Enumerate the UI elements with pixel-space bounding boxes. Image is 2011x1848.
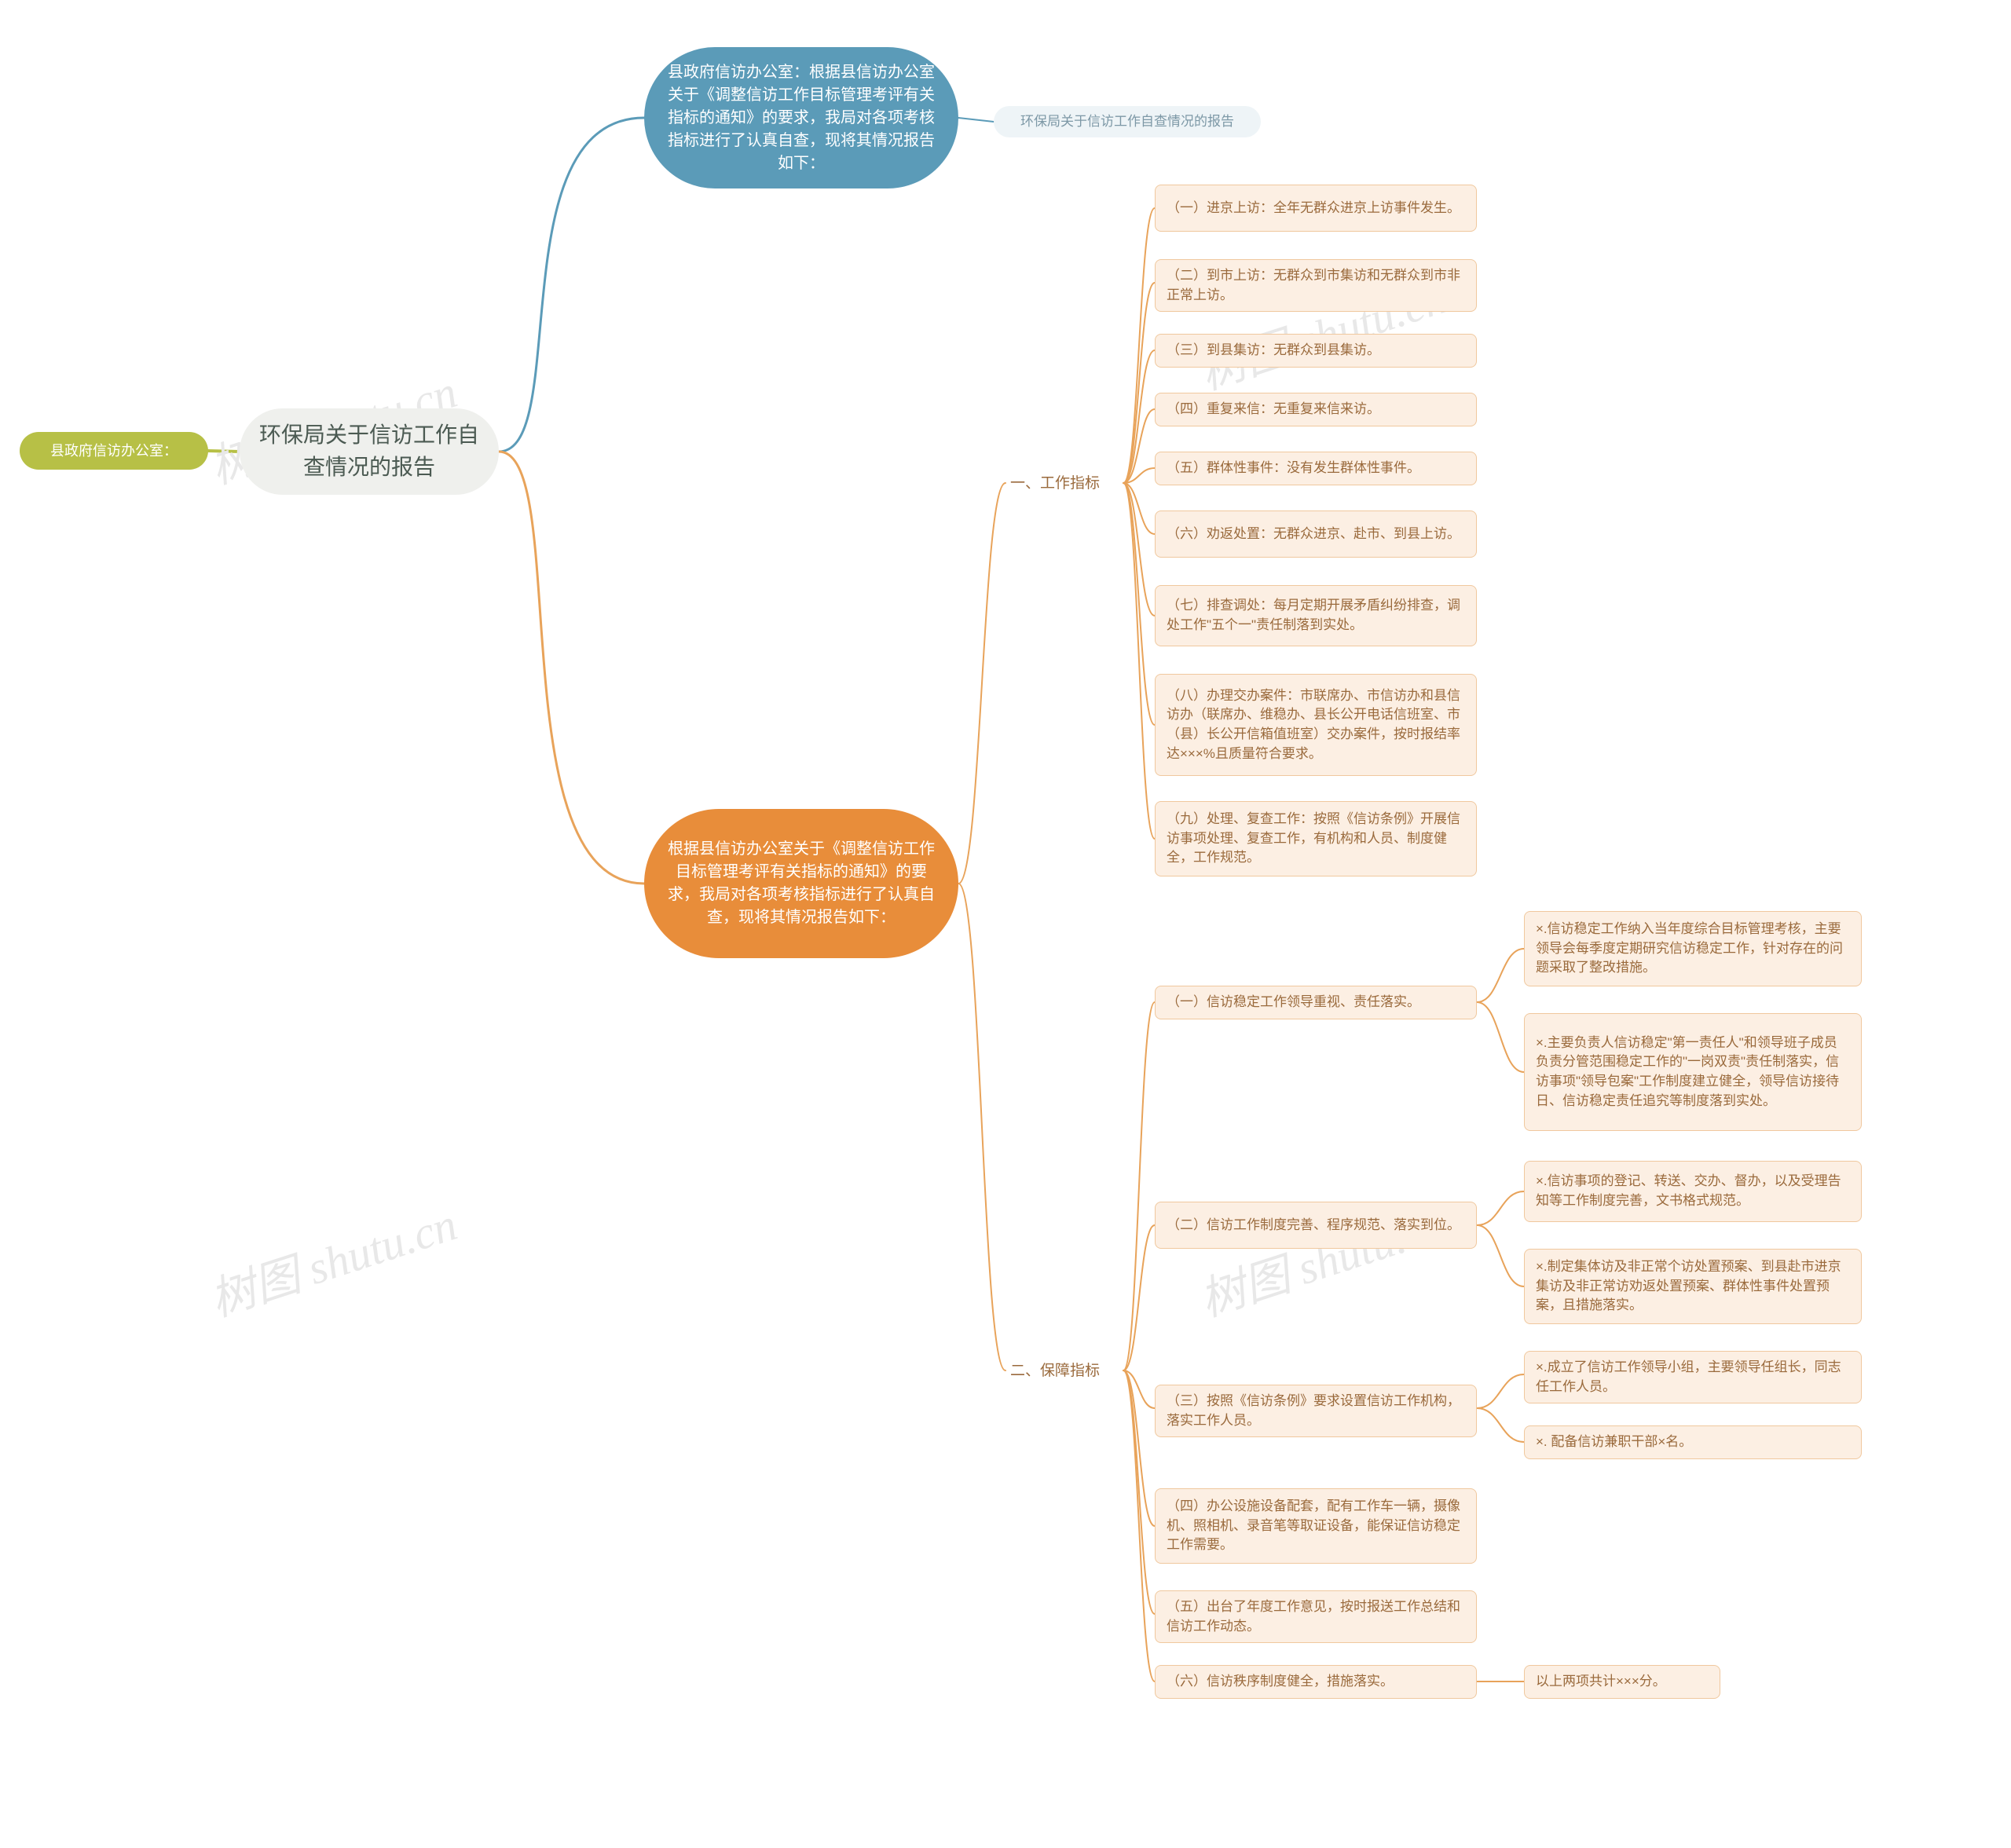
edge-work_label-w1 [1123,208,1155,483]
edge-orange_main-work_label [958,483,1006,884]
node-w9[interactable]: （九）处理、复查工作：按照《信访条例》开展信访事项处理、复查工作，有机构和人员、… [1155,801,1477,876]
node-g6[interactable]: （六）信访秩序制度健全，措施落实。 [1155,1665,1477,1699]
edge-work_label-w4 [1123,409,1155,483]
node-blue_main[interactable]: 县政府信访办公室：根据县信访办公室关于《调整信访工作目标管理考评有关指标的通知》… [644,47,958,188]
node-g3a[interactable]: ×.成立了信访工作领导小组，主要领导任组长，同志任工作人员。 [1524,1351,1862,1403]
edge-g1-g1b [1477,1002,1524,1072]
node-g3[interactable]: （三）按照《信访条例》要求设置信访工作机构，落实工作人员。 [1155,1385,1477,1437]
node-g2[interactable]: （二）信访工作制度完善、程序规范、落实到位。 [1155,1202,1477,1249]
edge-guard_label-g3 [1123,1370,1155,1408]
node-g1[interactable]: （一）信访稳定工作领导重视、责任落实。 [1155,986,1477,1019]
node-w4[interactable]: （四）重复来信：无重复来信来访。 [1155,393,1477,426]
edge-g3-g3a [1477,1374,1524,1408]
edge-g2-g2b [1477,1225,1524,1286]
node-g1a[interactable]: ×.信访稳定工作纳入当年度综合目标管理考核，主要领导会每季度定期研究信访稳定工作… [1524,911,1862,986]
edge-work_label-w7 [1123,483,1155,616]
edge-guard_label-g2 [1123,1225,1155,1370]
edge-work_label-w3 [1123,350,1155,483]
node-guard_label[interactable]: 二、保障指标 [1006,1359,1123,1384]
node-w8[interactable]: （八）办理交办案件：市联席办、市信访办和县信访办（联席办、维稳办、县长公开电话信… [1155,674,1477,776]
node-g3b[interactable]: ×. 配备信访兼职干部×名。 [1524,1425,1862,1459]
node-g4[interactable]: （四）办公设施设备配套，配有工作车一辆，摄像机、照相机、录音笔等取证设备，能保证… [1155,1488,1477,1564]
node-w6[interactable]: （六）劝返处置：无群众进京、赴市、到县上访。 [1155,510,1477,558]
edge-work_label-w2 [1123,283,1155,483]
edge-g3-g3b [1477,1408,1524,1442]
node-g6a[interactable]: 以上两项共计×××分。 [1524,1665,1720,1699]
node-w1[interactable]: （一）进京上访：全年无群众进京上访事件发生。 [1155,185,1477,232]
edge-work_label-w8 [1123,483,1155,725]
edge-guard_label-g6 [1123,1370,1155,1681]
watermark: 树图 shutu.cn [200,1187,463,1329]
node-root[interactable]: 环保局关于信访工作自查情况的报告 [240,408,499,495]
edge-blue_main-blue_leaf [958,118,994,122]
node-orange_main[interactable]: 根据县信访办公室关于《调整信访工作目标管理考评有关指标的通知》的要求，我局对各项… [644,809,958,958]
node-w5[interactable]: （五）群体性事件：没有发生群体性事件。 [1155,452,1477,485]
edge-root-blue_main [499,118,644,452]
edge-guard_label-g1 [1123,1002,1155,1370]
node-g2a[interactable]: ×.信访事项的登记、转送、交办、督办，以及受理告知等工作制度完善，文书格式规范。 [1524,1161,1862,1222]
edge-work_label-w5 [1123,468,1155,483]
edge-work_label-w9 [1123,483,1155,839]
node-g1b[interactable]: ×.主要负责人信访稳定"第一责任人"和领导班子成员负责分管范围稳定工作的"一岗双… [1524,1013,1862,1131]
node-w7[interactable]: （七）排查调处：每月定期开展矛盾纠纷排查，调处工作"五个一"责任制落到实处。 [1155,585,1477,646]
node-work_label[interactable]: 一、工作指标 [1006,471,1123,496]
edge-g1-g1a [1477,949,1524,1002]
node-g2b[interactable]: ×.制定集体访及非正常个访处置预案、到县赴市进京集访及非正常访劝返处置预案、群体… [1524,1249,1862,1324]
edge-guard_label-g5 [1123,1370,1155,1614]
node-g5[interactable]: （五）出台了年度工作意见，按时报送工作总结和信访工作动态。 [1155,1590,1477,1643]
edge-small_left-root [208,451,240,452]
edge-g2-g2a [1477,1191,1524,1225]
node-small_left[interactable]: 县政府信访办公室： [20,432,208,470]
node-w3[interactable]: （三）到县集访：无群众到县集访。 [1155,334,1477,368]
edge-root-orange_main [499,452,644,884]
edge-guard_label-g4 [1123,1370,1155,1526]
edge-work_label-w6 [1123,483,1155,534]
edge-orange_main-guard_label [958,884,1006,1370]
node-w2[interactable]: （二）到市上访：无群众到市集访和无群众到市非正常上访。 [1155,259,1477,312]
node-blue_leaf[interactable]: 环保局关于信访工作自查情况的报告 [994,106,1261,137]
mindmap-canvas: 树图 shutu.cn树图 shutu.cn树图 shutu.cn树图 shut… [0,0,2011,1848]
